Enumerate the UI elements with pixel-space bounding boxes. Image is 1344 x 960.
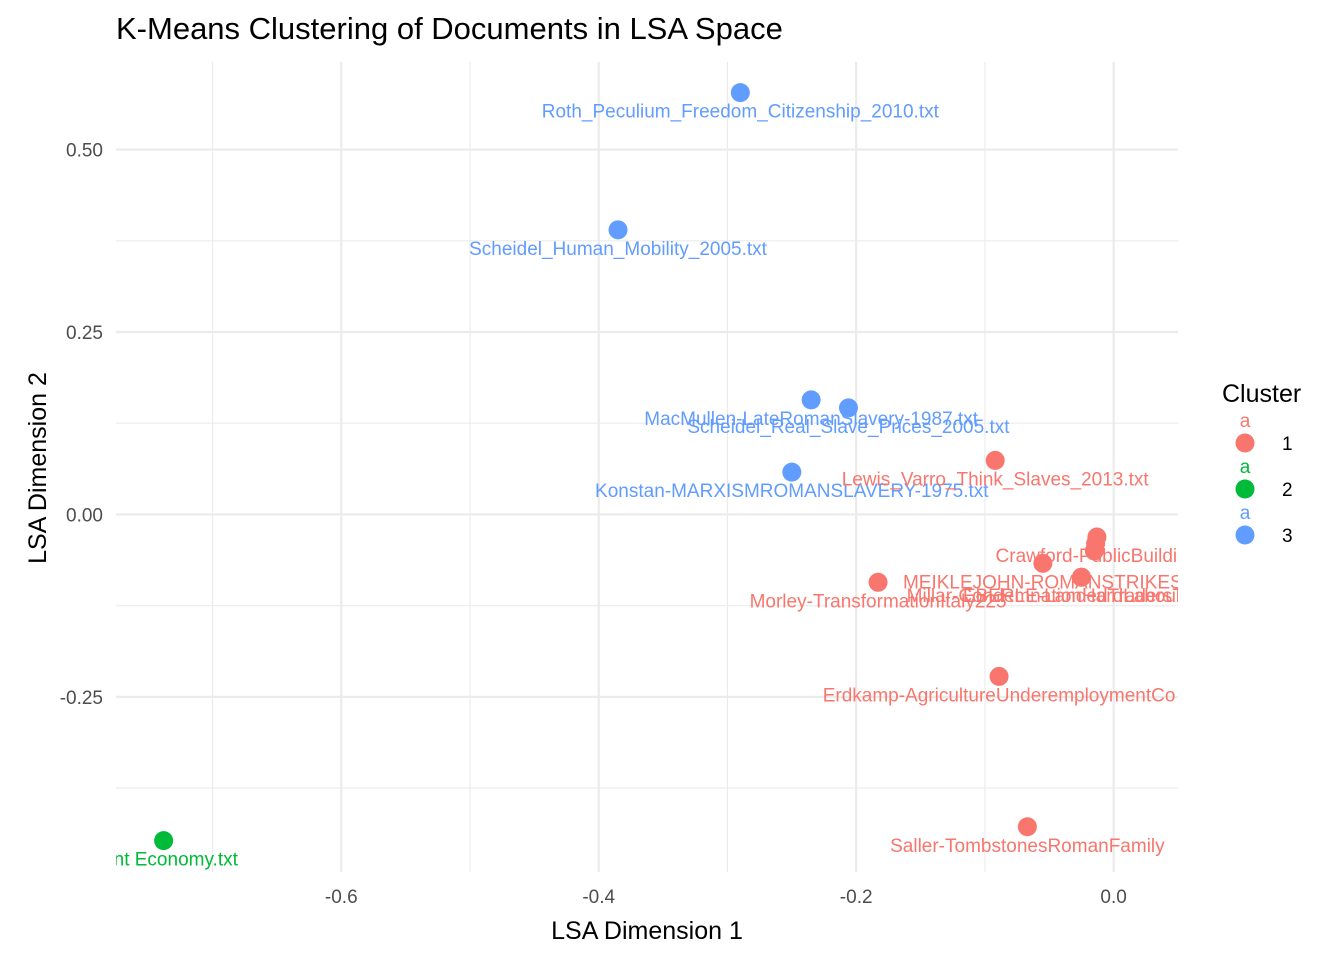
y-tick-label: 0.00 [66, 505, 103, 526]
data-points [154, 83, 1107, 851]
legend-key-glyph: a [1240, 503, 1251, 524]
point-label: Scheidel_Human_Mobility_2005.txt [469, 239, 768, 260]
data-point [985, 450, 1005, 470]
data-point [989, 666, 1009, 686]
legend-title: Cluster [1222, 380, 1301, 408]
point-labels: Roth_Peculium_Freedom_Citizenship_2010.t… [89, 102, 1257, 871]
point-label: Crawford-PublicBuilding [996, 546, 1199, 567]
legend-key-point [1235, 479, 1255, 499]
legend-key-glyph: a [1240, 411, 1251, 432]
data-point [782, 462, 802, 482]
y-tick-label: -0.25 [60, 688, 103, 709]
point-label: Saller-TombstonesRomanFamily [890, 836, 1165, 857]
legend-entry-label: 1 [1282, 434, 1293, 455]
legend-entry-label: 3 [1282, 526, 1293, 547]
data-point [868, 572, 888, 592]
legend: Cluster a 1 a 2 a 3 [1222, 380, 1301, 547]
x-tick-label: 0.0 [1100, 887, 1126, 908]
legend-entry-label: 2 [1282, 480, 1293, 501]
chart-title: K-Means Clustering of Documents in LSA S… [116, 11, 783, 46]
grid-major-lines [116, 62, 1178, 872]
data-point [1084, 541, 1104, 561]
data-point [1033, 553, 1053, 573]
y-tick-labels: -0.25 0.00 0.25 0.50 [60, 141, 103, 709]
y-axis-title: LSA Dimension 2 [24, 372, 52, 564]
x-tick-labels: -0.6 -0.4 -0.2 0.0 [325, 887, 1127, 908]
data-point [1017, 817, 1037, 837]
point-label: Lewis_Varro_Think_Slaves_2013.txt [842, 469, 1150, 490]
point-label: Scheidel_Real_Slave_Prices_2005.txt [687, 417, 1010, 438]
data-point [838, 398, 858, 418]
x-axis-title: LSA Dimension 1 [551, 917, 743, 945]
point-label: MEIKLEJOHN-ROMANSTRIKES [903, 572, 1183, 593]
point-label: Millar-CondemnationHardLabour-1984.txt [907, 586, 1257, 607]
data-point [154, 831, 174, 851]
point-label: Roth_Peculium_Freedom_Citizenship_2010.t… [542, 102, 940, 123]
legend-key-glyph: a [1240, 457, 1251, 478]
x-tick-label: -0.2 [840, 887, 873, 908]
point-label: Morley-TransformationItaly225 [750, 591, 1007, 612]
x-tick-label: -0.4 [582, 887, 615, 908]
legend-key-point [1235, 433, 1255, 453]
x-tick-label: -0.6 [325, 887, 358, 908]
data-point [1071, 567, 1091, 587]
grid-minor-lines [116, 62, 1178, 872]
data-point [608, 220, 628, 240]
point-label: Erdkamp-AgricultureUnderemploymentCo [823, 685, 1176, 706]
data-point [801, 390, 821, 410]
point-label: cient Economy.txt [89, 850, 238, 871]
point-label: Konstan-MARXISMROMANSLAVERY-1975.txt [595, 481, 989, 502]
y-tick-label: 0.25 [66, 323, 103, 344]
point-label: MacMullen-LateRomanSlavery-1987.txt [644, 409, 978, 430]
point-label: EBERLE-LandedTradersTra [963, 586, 1201, 607]
legend-key-point [1235, 525, 1255, 545]
data-point [730, 83, 750, 103]
y-tick-label: 0.50 [66, 141, 103, 162]
